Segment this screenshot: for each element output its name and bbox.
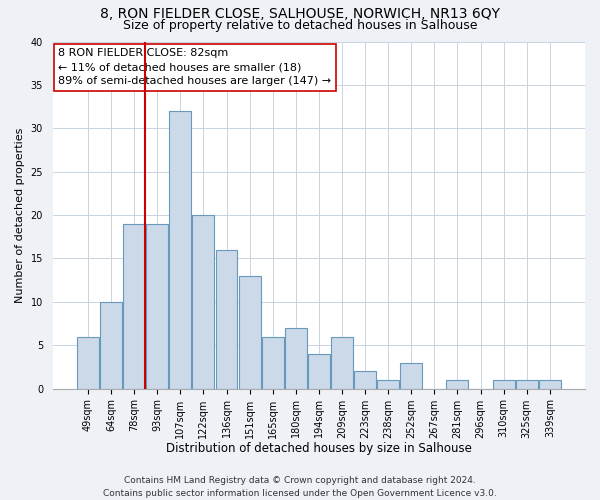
Text: Contains HM Land Registry data © Crown copyright and database right 2024.
Contai: Contains HM Land Registry data © Crown c…	[103, 476, 497, 498]
Bar	[308, 354, 330, 388]
Text: 8 RON FIELDER CLOSE: 82sqm
← 11% of detached houses are smaller (18)
89% of semi: 8 RON FIELDER CLOSE: 82sqm ← 11% of deta…	[58, 48, 331, 86]
Bar	[516, 380, 538, 388]
Bar	[169, 111, 191, 388]
Bar	[400, 362, 422, 388]
Bar	[354, 372, 376, 388]
Bar	[77, 336, 99, 388]
Bar	[539, 380, 561, 388]
Y-axis label: Number of detached properties: Number of detached properties	[15, 128, 25, 302]
Bar	[285, 328, 307, 388]
Bar	[146, 224, 168, 388]
Bar	[262, 336, 284, 388]
Bar	[331, 336, 353, 388]
Bar	[123, 224, 145, 388]
Text: 8, RON FIELDER CLOSE, SALHOUSE, NORWICH, NR13 6QY: 8, RON FIELDER CLOSE, SALHOUSE, NORWICH,…	[100, 8, 500, 22]
Bar	[493, 380, 515, 388]
Bar	[100, 302, 122, 388]
Bar	[215, 250, 238, 388]
Bar	[377, 380, 399, 388]
Bar	[193, 215, 214, 388]
Bar	[239, 276, 260, 388]
X-axis label: Distribution of detached houses by size in Salhouse: Distribution of detached houses by size …	[166, 442, 472, 455]
Bar	[446, 380, 469, 388]
Text: Size of property relative to detached houses in Salhouse: Size of property relative to detached ho…	[123, 19, 477, 32]
